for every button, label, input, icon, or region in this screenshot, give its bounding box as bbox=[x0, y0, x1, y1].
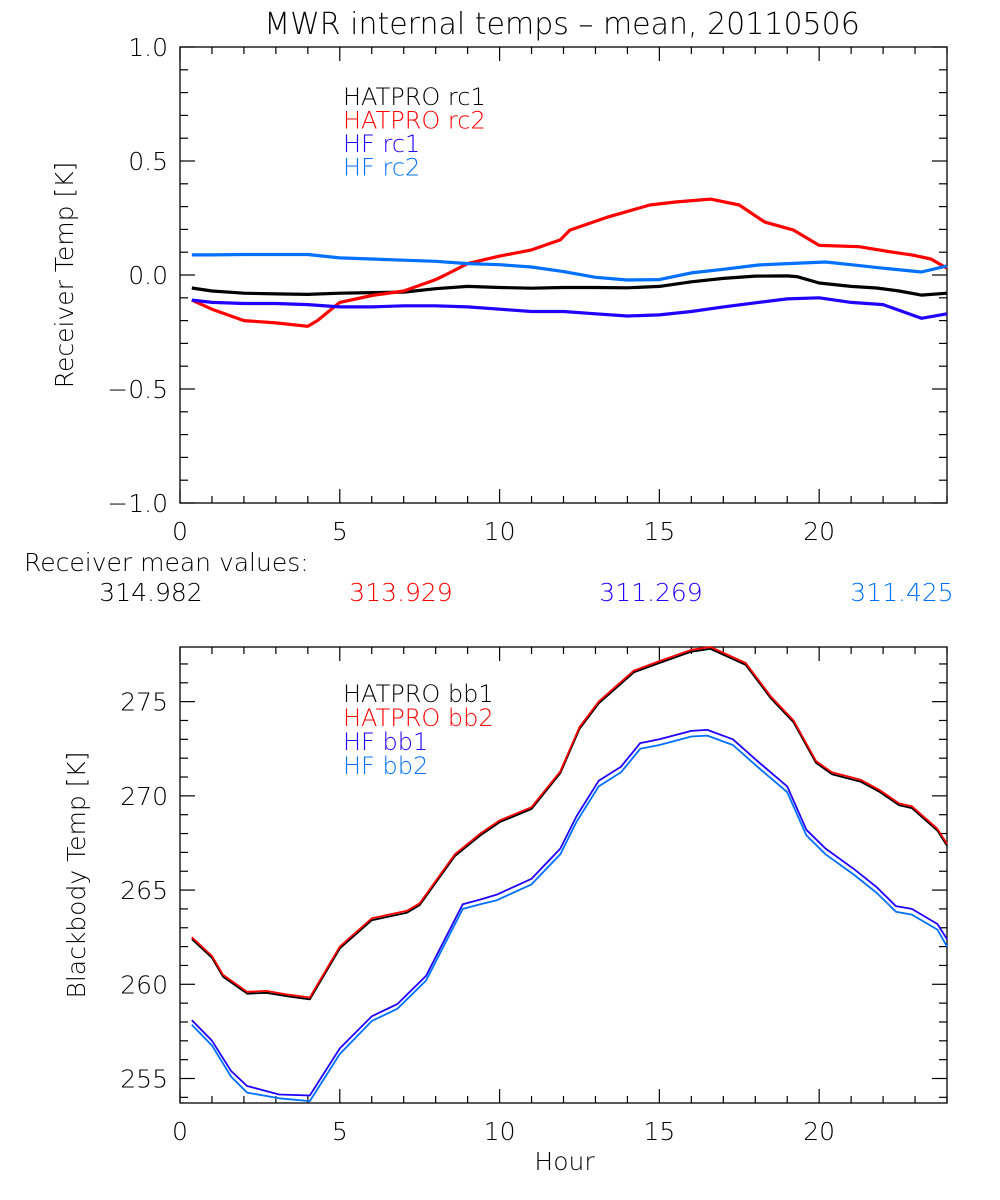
legend-entry: HATPRO bb2 bbox=[343, 704, 494, 732]
x-tick-label: 20 bbox=[803, 1117, 835, 1146]
x-tick-label: 5 bbox=[332, 1117, 348, 1146]
y-tick-label: 270 bbox=[120, 782, 168, 811]
receiver-temp-plot: 0 5 10 15 20 −1.0 −0.5 0.0 0.5 1.0 Receiver Temp [… bbox=[50, 33, 948, 546]
series-line-hf-rc2 bbox=[191, 252, 948, 282]
legend-entry: HF bb1 bbox=[343, 728, 428, 756]
mean-value-hf-rc2: 311.425 bbox=[850, 578, 953, 607]
y-tick-label: 255 bbox=[120, 1065, 168, 1094]
mean-value-hatpro-rc1: 314.982 bbox=[99, 578, 202, 607]
x-tick-label: 10 bbox=[484, 1117, 516, 1146]
y-tick-label: 265 bbox=[120, 876, 168, 905]
series-line-hatpro-bb1 bbox=[191, 648, 948, 1001]
figure-title: MWR internal temps – mean, 20110506 bbox=[264, 7, 860, 42]
y-tick-label: 0.0 bbox=[128, 261, 168, 290]
y-tick-label: 1.0 bbox=[128, 33, 168, 62]
plot-frame bbox=[179, 646, 948, 1104]
legend-entry: HATPRO rc2 bbox=[343, 107, 486, 135]
series-line-hf-bb2 bbox=[191, 734, 948, 1102]
x-tick-label: 15 bbox=[643, 1117, 675, 1146]
x-tick-label: 0 bbox=[172, 1117, 188, 1146]
y-tick-label: 260 bbox=[120, 970, 168, 999]
y-tick-label: −1.0 bbox=[107, 489, 168, 518]
x-tick-label: 10 bbox=[484, 517, 516, 546]
y-tick-label: 275 bbox=[120, 688, 168, 717]
blackbody-temp-plot: 0 5 10 15 20 255 260 265 270 275 Blackbody Temp [K… bbox=[62, 646, 948, 1176]
legend-entry: HF rc2 bbox=[343, 154, 420, 182]
series-line-hf-bb1 bbox=[191, 729, 948, 1097]
legend-entry: HF bb2 bbox=[343, 752, 428, 780]
x-tick-label: 0 bbox=[172, 517, 188, 546]
series-line-hatpro-rc1 bbox=[191, 274, 948, 297]
x-axis-label: Hour bbox=[534, 1147, 595, 1176]
mean-value-hatpro-rc2: 313.929 bbox=[349, 578, 452, 607]
y-axis-label: Receiver Temp [K] bbox=[50, 162, 79, 389]
x-tick-label: 15 bbox=[643, 517, 675, 546]
legend-entry: HF rc1 bbox=[343, 130, 420, 158]
y-tick-label: −0.5 bbox=[107, 375, 168, 404]
series-line-hatpro-bb2 bbox=[191, 646, 948, 999]
legend-entry: HATPRO bb1 bbox=[343, 680, 494, 708]
series-line-hf-rc1 bbox=[191, 296, 948, 320]
mean-values-label: Receiver mean values: bbox=[24, 548, 309, 577]
receiver-mean-values: Receiver mean values: 314.982 313.929 31… bbox=[24, 548, 954, 607]
y-tick-label: 0.5 bbox=[128, 147, 168, 176]
mean-value-hf-rc1: 311.269 bbox=[599, 578, 702, 607]
series-line-hatpro-rc2 bbox=[191, 197, 948, 328]
legend-entry: HATPRO rc1 bbox=[343, 83, 486, 111]
x-tick-label: 5 bbox=[332, 517, 348, 546]
x-tick-label: 20 bbox=[803, 517, 835, 546]
plot-frame bbox=[179, 46, 948, 504]
y-axis-label: Blackbody Temp [K] bbox=[62, 751, 91, 998]
